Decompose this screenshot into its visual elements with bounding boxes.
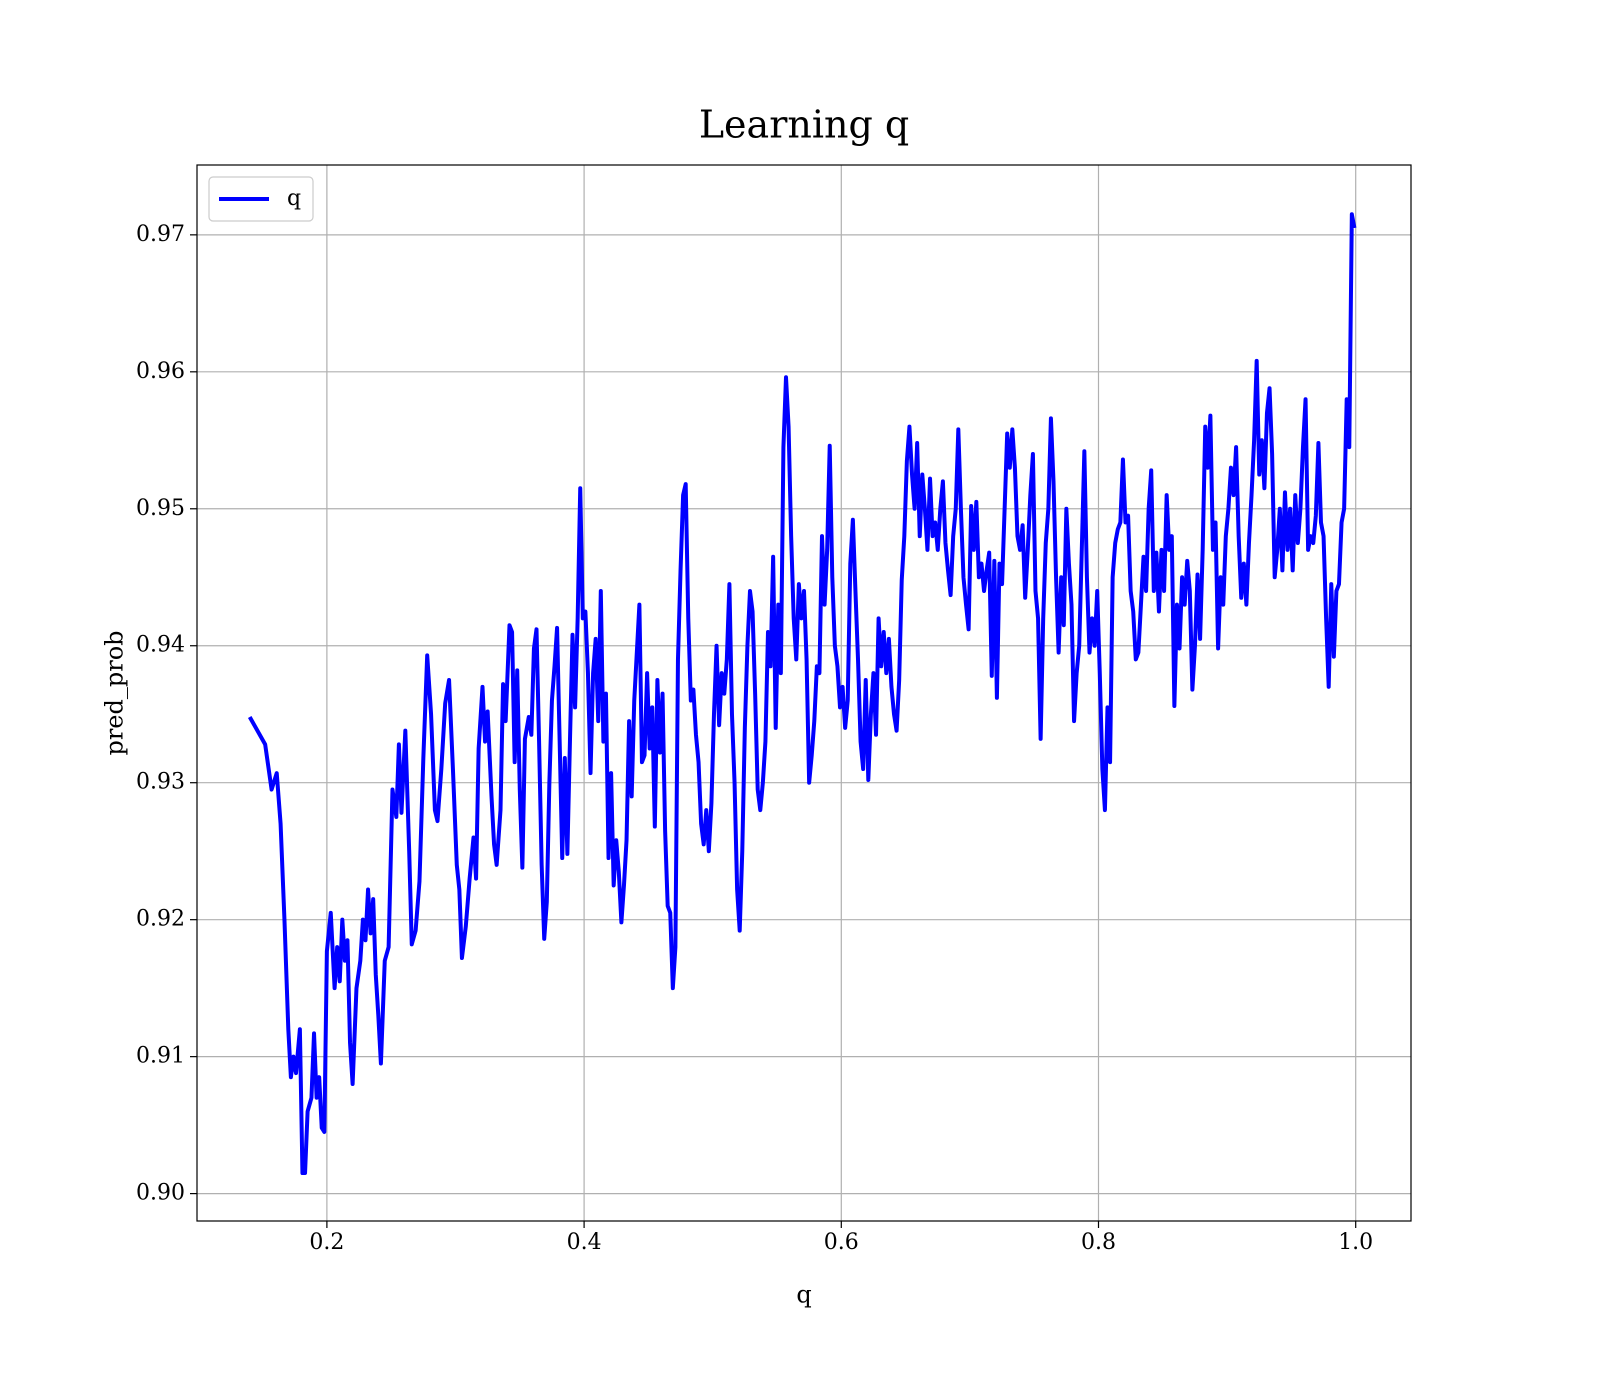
y-tick-label: 0.97 bbox=[136, 222, 185, 247]
chart-title: Learning q bbox=[699, 103, 909, 147]
x-tick-label: 0.6 bbox=[824, 1230, 859, 1255]
y-tick-label: 0.91 bbox=[136, 1044, 185, 1069]
legend-label: q bbox=[287, 186, 301, 211]
data-line bbox=[247, 212, 1357, 1176]
y-tick-label: 0.95 bbox=[136, 496, 185, 521]
y-tick-label: 0.93 bbox=[136, 770, 185, 795]
y-axis-label: pred_prob bbox=[101, 630, 129, 755]
x-axis-label: q bbox=[796, 1281, 811, 1309]
y-tick-label: 0.92 bbox=[136, 907, 185, 932]
y-tick-label: 0.96 bbox=[136, 359, 185, 384]
plot-frame bbox=[196, 164, 1412, 1222]
x-tick-label: 0.8 bbox=[1081, 1230, 1116, 1255]
y-tick-label: 0.94 bbox=[136, 633, 185, 658]
x-tick-label: 0.2 bbox=[309, 1230, 344, 1255]
x-tick-label: 1.0 bbox=[1338, 1230, 1373, 1255]
y-tick-label: 0.90 bbox=[136, 1181, 185, 1206]
x-tick-label: 0.4 bbox=[567, 1230, 602, 1255]
